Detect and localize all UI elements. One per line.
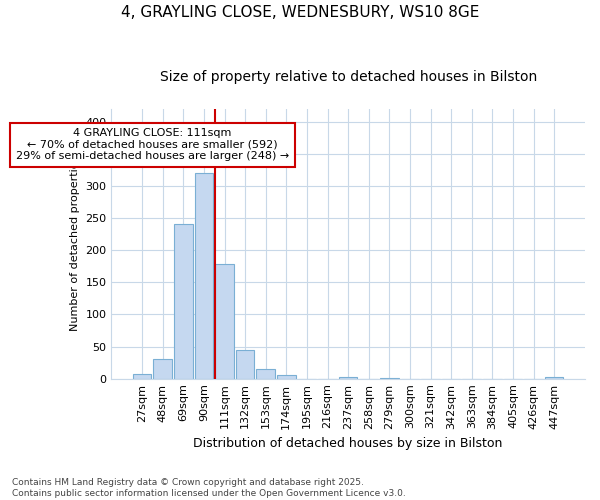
X-axis label: Distribution of detached houses by size in Bilston: Distribution of detached houses by size …	[193, 437, 503, 450]
Bar	[174, 224, 193, 378]
Bar	[236, 350, 254, 378]
Bar	[194, 173, 213, 378]
Bar	[256, 369, 275, 378]
Text: 4, GRAYLING CLOSE, WEDNESBURY, WS10 8GE: 4, GRAYLING CLOSE, WEDNESBURY, WS10 8GE	[121, 5, 479, 20]
Bar	[277, 376, 296, 378]
Y-axis label: Number of detached properties: Number of detached properties	[70, 156, 80, 332]
Text: Contains HM Land Registry data © Crown copyright and database right 2025.
Contai: Contains HM Land Registry data © Crown c…	[12, 478, 406, 498]
Text: 4 GRAYLING CLOSE: 111sqm
← 70% of detached houses are smaller (592)
29% of semi-: 4 GRAYLING CLOSE: 111sqm ← 70% of detach…	[16, 128, 289, 162]
Bar	[154, 359, 172, 378]
Title: Size of property relative to detached houses in Bilston: Size of property relative to detached ho…	[160, 70, 537, 84]
Bar	[133, 374, 151, 378]
Bar	[215, 264, 234, 378]
Bar	[339, 377, 358, 378]
